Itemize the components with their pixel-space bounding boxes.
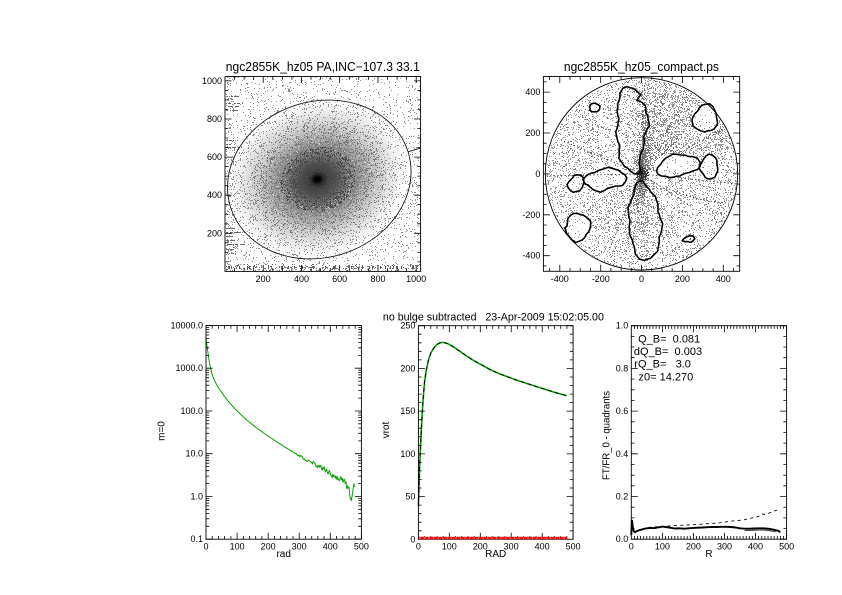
svg-text:500: 500	[354, 542, 369, 552]
svg-text:no bulge subtracted 23-Apr-2: no bulge subtracted 23-Apr-2009 15:02:05…	[383, 312, 604, 324]
svg-text:150: 150	[400, 406, 415, 416]
svg-text:200: 200	[675, 274, 690, 284]
svg-text:rQ_B= 3.0: rQ_B= 3.0	[634, 359, 691, 371]
svg-text:300: 300	[292, 542, 307, 552]
svg-text:100: 100	[230, 542, 245, 552]
svg-text:-400: -400	[522, 251, 540, 261]
svg-text:R: R	[705, 549, 712, 560]
svg-text:400: 400	[294, 274, 309, 284]
svg-text:1000: 1000	[406, 274, 426, 284]
svg-text:400: 400	[207, 190, 222, 200]
svg-text:100.0: 100.0	[180, 406, 203, 416]
svg-text:400: 400	[525, 87, 540, 97]
svg-text:600: 600	[332, 274, 347, 284]
svg-text:-200: -200	[592, 274, 610, 284]
svg-text:300: 300	[504, 542, 519, 552]
svg-text:800: 800	[207, 114, 222, 124]
svg-text:500: 500	[566, 542, 581, 552]
svg-text:vrot: vrot	[381, 421, 392, 438]
svg-text:0: 0	[535, 169, 540, 179]
svg-text:ngc2855K_hz05_compact.ps: ngc2855K_hz05_compact.ps	[564, 60, 719, 74]
svg-text:200: 200	[261, 542, 276, 552]
svg-text:200: 200	[400, 363, 415, 373]
svg-text:200: 200	[686, 542, 701, 552]
svg-text:600: 600	[207, 152, 222, 162]
svg-text:0.8: 0.8	[616, 363, 629, 373]
svg-text:-200: -200	[522, 210, 540, 220]
svg-text:400: 400	[323, 542, 338, 552]
svg-text:400: 400	[716, 274, 731, 284]
svg-text:10.0: 10.0	[185, 449, 203, 459]
svg-text:0: 0	[203, 542, 208, 552]
svg-text:-400: -400	[551, 274, 569, 284]
svg-text:800: 800	[370, 274, 385, 284]
svg-text:0.4: 0.4	[616, 449, 629, 459]
svg-text:100: 100	[655, 542, 670, 552]
svg-text:1.0: 1.0	[190, 492, 203, 502]
svg-text:300: 300	[717, 542, 732, 552]
svg-text:z0= 14.270: z0= 14.270	[639, 372, 694, 384]
svg-text:Q_B= 0.081: Q_B= 0.081	[638, 334, 700, 346]
svg-text:1000.0: 1000.0	[175, 363, 203, 373]
svg-text:0.0: 0.0	[616, 534, 629, 544]
svg-text:200: 200	[525, 128, 540, 138]
svg-text:500: 500	[779, 542, 794, 552]
svg-text:200: 200	[473, 542, 488, 552]
svg-text:ngc2855K_hz05 PA,INC−107.3 33.: ngc2855K_hz05 PA,INC−107.3 33.1	[226, 60, 420, 74]
svg-text:100: 100	[442, 542, 457, 552]
svg-text:400: 400	[535, 542, 550, 552]
svg-text:x: x	[288, 88, 291, 94]
svg-text:50: 50	[405, 492, 415, 502]
svg-text:0.6: 0.6	[616, 406, 629, 416]
svg-text:0.1: 0.1	[190, 534, 203, 544]
svg-text:0: 0	[410, 534, 415, 544]
svg-text:RAD: RAD	[485, 549, 506, 560]
svg-text:0: 0	[629, 542, 634, 552]
svg-text:400: 400	[748, 542, 763, 552]
svg-text:FT/FR_0 - quadrants: FT/FR_0 - quadrants	[602, 391, 613, 480]
svg-text:1.0: 1.0	[616, 321, 629, 331]
svg-text:0: 0	[639, 274, 644, 284]
svg-text:200: 200	[207, 228, 222, 238]
svg-text:0.2: 0.2	[616, 492, 629, 502]
svg-text:m=0: m=0	[157, 421, 168, 441]
svg-text:100: 100	[400, 449, 415, 459]
svg-text:0: 0	[416, 542, 421, 552]
svg-text:dQ_B= 0.003: dQ_B= 0.003	[634, 346, 702, 358]
svg-text:200: 200	[256, 274, 271, 284]
svg-text:10000.0: 10000.0	[170, 321, 203, 331]
svg-text:250: 250	[400, 321, 415, 331]
svg-text:1000: 1000	[202, 76, 222, 86]
svg-text:rad: rad	[276, 549, 290, 560]
